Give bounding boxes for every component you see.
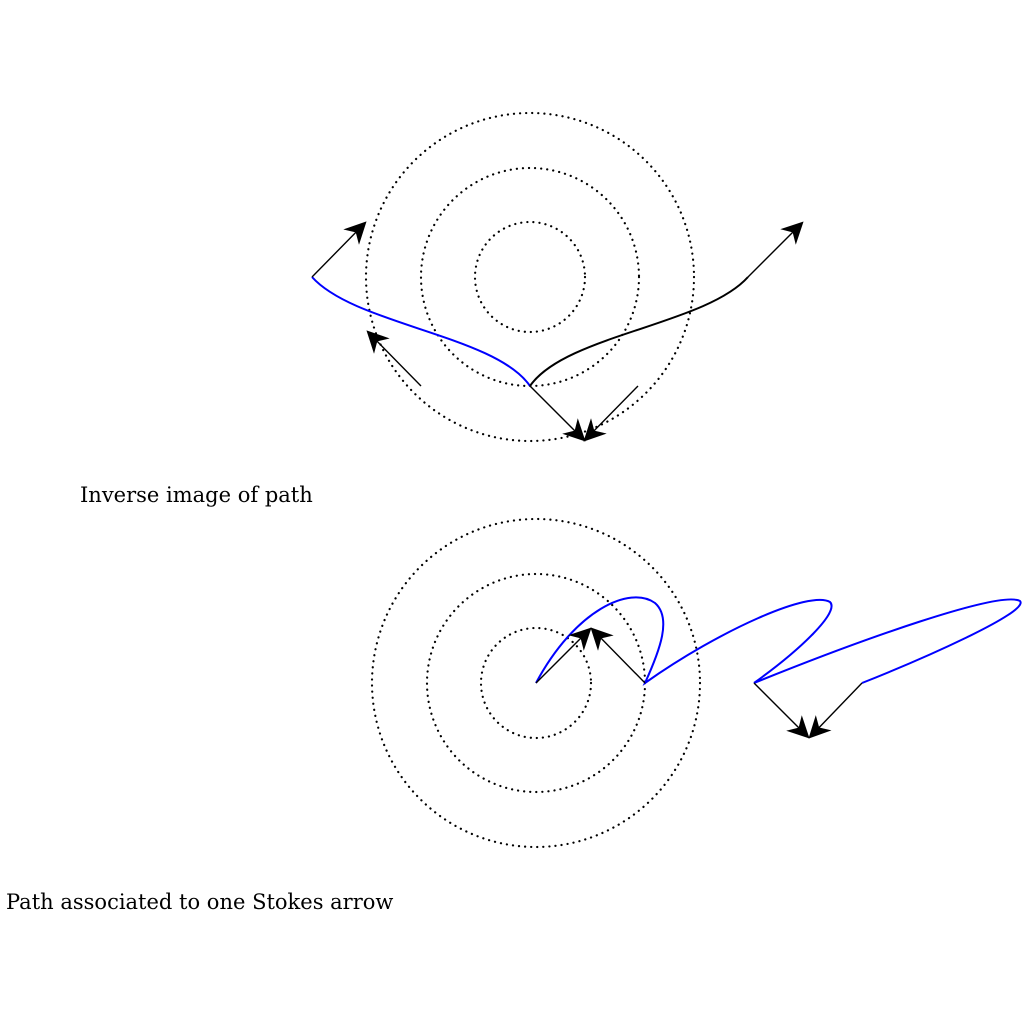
- top-arrow-down-from-right: [583, 385, 639, 442]
- top-arrow-lower-left: [366, 330, 422, 387]
- bottom-arrow-down-left: [753, 682, 810, 739]
- bottom-blue-path: [535, 596, 1022, 686]
- top-arrow-upper-left: [311, 221, 367, 278]
- top-middle-dotted-circle: [419, 166, 641, 388]
- bottom-diagram: [370, 517, 1022, 849]
- caption-bottom: Path associated to one Stokes arrow: [6, 890, 393, 914]
- bottom-inner-dotted-circle: [479, 626, 593, 740]
- bottom-outer-dotted-circle: [370, 517, 702, 849]
- bottom-arrow-down-right: [808, 682, 863, 739]
- top-arrow-upper-right: [747, 221, 804, 278]
- bottom-arrow-back-up: [590, 627, 646, 684]
- caption-top: Inverse image of path: [80, 483, 313, 507]
- top-diagram: [311, 111, 804, 443]
- top-outer-dotted-circle: [364, 111, 696, 443]
- bottom-arrow-center-up: [535, 627, 592, 684]
- top-blue-path: [311, 276, 531, 387]
- top-black-path: [529, 276, 749, 387]
- top-inner-dotted-circle: [473, 220, 587, 334]
- top-arrow-down-from-center: [529, 385, 586, 442]
